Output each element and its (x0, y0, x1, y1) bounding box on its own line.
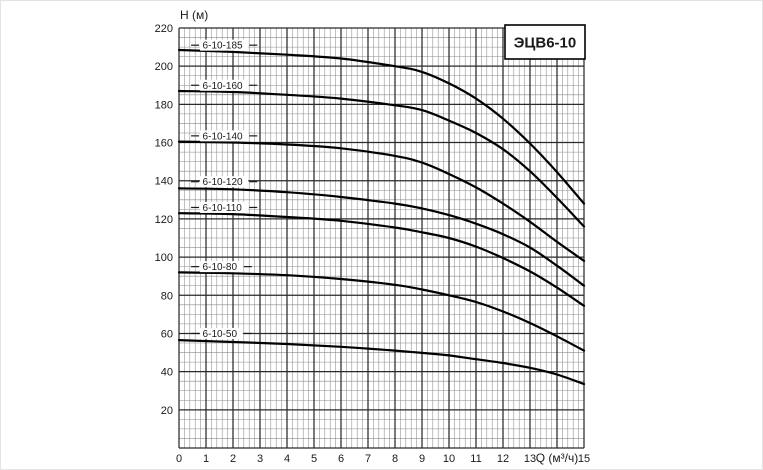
grid-major (178, 27, 585, 449)
y-tick-label: 200 (155, 61, 173, 73)
y-tick-label: 40 (161, 367, 173, 379)
curve-label-mask (200, 79, 249, 91)
curve-6-10-50 (177, 339, 586, 386)
x-tick-label: 1 (203, 453, 209, 465)
x-tick-label: 3 (257, 453, 263, 465)
x-tick-label: 7 (365, 453, 371, 465)
grid-minor (179, 28, 584, 448)
curve-label: 6-10-140 (203, 131, 243, 142)
y-tick-label: 100 (155, 252, 173, 264)
x-tick-label: 15 (578, 453, 590, 465)
y-tick-label: 80 (161, 290, 173, 302)
curve-6-10-110 (177, 212, 586, 307)
x-tick-label: 5 (311, 453, 317, 465)
y-tick-label: 60 (161, 328, 173, 340)
x-tick-label: 0 (176, 453, 182, 465)
curve-6-10-140 (177, 140, 586, 262)
x-tick-label: 2 (230, 453, 236, 465)
curve-label: 6-10-80 (203, 262, 238, 273)
curve-label-mask (200, 201, 249, 213)
chart-title: ЭЦВ6-10 (514, 35, 576, 52)
curve-6-10-80 (177, 271, 586, 352)
curve-6-10-160 (177, 89, 586, 228)
x-tick-label: 6 (338, 453, 344, 465)
y-tick-label: 140 (155, 176, 173, 188)
x-tick-label: 8 (392, 453, 398, 465)
curve-label-mask (200, 130, 249, 142)
curve-label-mask (200, 176, 249, 188)
y-tick-label: 160 (155, 138, 173, 150)
curve-label-mask (200, 39, 249, 51)
curve-label: 6-10-185 (203, 41, 243, 52)
curve-6-10-120 (177, 187, 586, 287)
x-tick-label: 11 (470, 453, 481, 465)
curve-label: 6-10-160 (203, 81, 243, 92)
y-tick-label: 220 (155, 23, 173, 35)
curve-6-10-185 (177, 48, 586, 205)
x-tick-label: 9 (419, 453, 425, 465)
curve-label-mask (200, 261, 243, 273)
y-axis-title: Н (м) (180, 8, 208, 22)
x-tick-label: 13 (524, 453, 536, 465)
x-tick-label: 12 (497, 453, 509, 465)
chart-title-box (504, 24, 586, 60)
x-tick-label: 10 (443, 453, 455, 465)
x-axis-title: Q (м³/ч) (536, 451, 579, 465)
curve-label-mask (200, 327, 243, 339)
curve-label: 6-10-110 (203, 203, 243, 214)
curve-label: 6-10-50 (203, 329, 238, 340)
x-tick-label: 4 (284, 453, 290, 465)
y-tick-label: 20 (161, 405, 173, 417)
y-tick-label: 180 (155, 99, 173, 111)
y-tick-label: 120 (155, 214, 173, 226)
curve-label: 6-10-120 (203, 177, 243, 188)
